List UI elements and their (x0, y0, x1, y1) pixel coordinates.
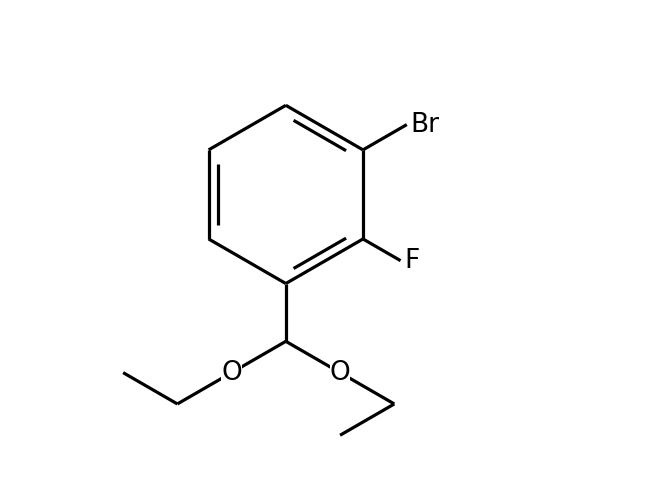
Text: O: O (330, 360, 351, 386)
Text: Br: Br (411, 112, 440, 138)
Text: F: F (404, 247, 420, 273)
Text: O: O (221, 360, 242, 386)
